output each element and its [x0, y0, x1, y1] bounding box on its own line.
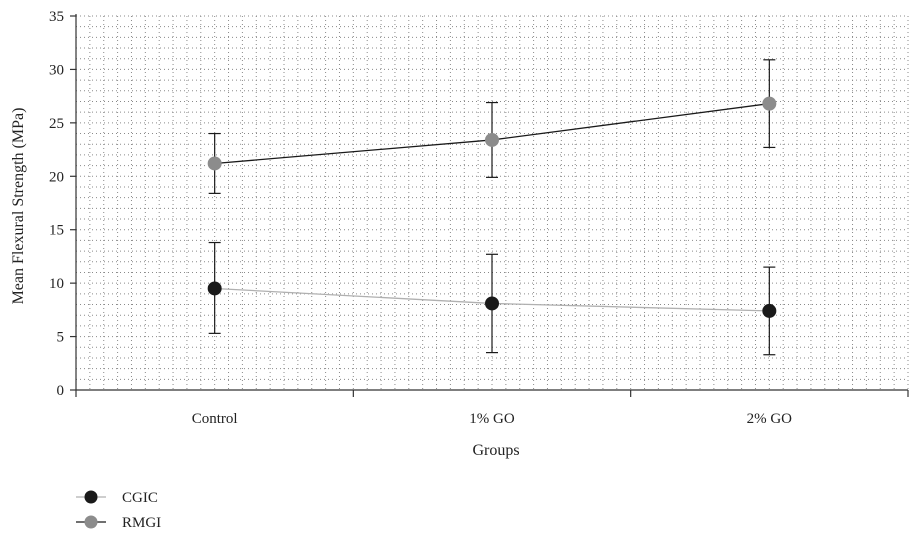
- data-point: [485, 132, 499, 147]
- series-cgic: [207, 241, 777, 356]
- y-tick-label: 25: [49, 116, 64, 132]
- legend-marker: [84, 490, 98, 504]
- y-tick-label: 0: [57, 383, 65, 399]
- legend-item-rmgi: RMGI: [76, 515, 161, 531]
- y-tick-label: 10: [49, 276, 64, 292]
- data-point: [762, 303, 777, 318]
- legend: CGIC RMGI: [76, 490, 161, 531]
- x-tick-label: Control: [192, 411, 238, 427]
- series-rmgi: [207, 59, 777, 194]
- legend-label: RMGI: [122, 515, 161, 531]
- y-axis-label: Mean Flexural Strength (MPa): [10, 108, 27, 305]
- data-point: [762, 96, 777, 111]
- y-tick-label: 20: [49, 169, 64, 185]
- legend-label: CGIC: [122, 490, 158, 506]
- data-point: [207, 156, 222, 171]
- y-tick-label: 5: [57, 330, 65, 346]
- x-axis-label: Groups: [472, 442, 519, 459]
- y-tick-label: 15: [49, 223, 64, 239]
- data-point: [207, 281, 222, 296]
- data-point: [485, 296, 499, 311]
- legend-marker: [84, 515, 98, 529]
- x-tick-label: 1% GO: [469, 411, 515, 427]
- axes: 0 5 10 15 20 25 30 35 Control 1% GO 2% GO: [49, 9, 909, 427]
- x-tick-label: 2% GO: [747, 411, 793, 427]
- y-tick-label: 35: [49, 9, 64, 25]
- y-tick-label: 30: [49, 62, 64, 78]
- legend-item-cgic: CGIC: [76, 490, 158, 506]
- series-layer: [207, 59, 777, 356]
